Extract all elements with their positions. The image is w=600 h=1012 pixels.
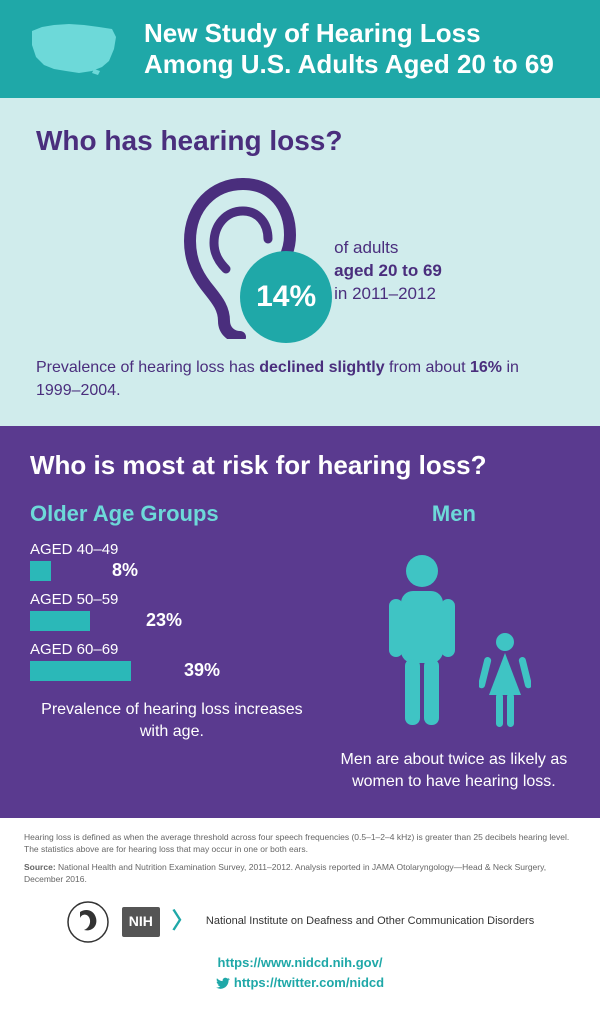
ear-graphic: 14% [158, 169, 318, 339]
men-column: Men Men are [338, 501, 570, 792]
bar-fill [30, 611, 90, 631]
bar-fill [30, 561, 51, 581]
bar-fill [30, 661, 131, 681]
older-age-title: Older Age Groups [30, 501, 314, 527]
website-link[interactable]: https://www.nidcd.nih.gov/ [24, 954, 576, 972]
footer-links: https://www.nidcd.nih.gov/ https://twitt… [24, 954, 576, 992]
bar-label: AGED 50–59 [30, 591, 314, 608]
bar-row: AGED 60–69 39% [30, 641, 314, 681]
decline-text: Prevalence of hearing loss has declined … [36, 357, 564, 402]
question-2: Who is most at risk for hearing loss? [30, 450, 570, 481]
twitter-link[interactable]: https://twitter.com/nidcd [24, 974, 576, 992]
bar-track: 8% [30, 561, 290, 581]
footer-source: Source: National Health and Nutrition Ex… [24, 862, 576, 886]
footer: Hearing loss is defined as when the aver… [0, 818, 600, 1012]
bar-percent: 23% [146, 610, 182, 631]
us-map-icon [24, 19, 124, 79]
woman-icon [479, 631, 531, 731]
stat-description: of adults aged 20 to 69 in 2011–2012 [334, 237, 442, 306]
question-1: Who has hearing loss? [36, 126, 564, 157]
hhs-seal-icon [66, 900, 110, 944]
ear-stat-row: 14% of adults aged 20 to 69 in 2011–2012 [36, 169, 564, 339]
stat-percent: 14% [256, 280, 316, 314]
bar-percent: 8% [112, 560, 138, 581]
footer-definition: Hearing loss is defined as when the aver… [24, 832, 576, 856]
bar-label: AGED 60–69 [30, 641, 314, 658]
bar-track: 23% [30, 611, 290, 631]
institute-name: National Institute on Deafness and Other… [206, 915, 534, 929]
men-caption: Men are about twice as likely as women t… [338, 749, 570, 792]
bar-label: AGED 40–49 [30, 541, 314, 558]
older-age-column: Older Age Groups AGED 40–49 8% AGED 50–59 2… [30, 501, 314, 792]
header: New Study of Hearing Loss Among U.S. Adu… [0, 0, 600, 98]
section-who-has: Who has hearing loss? 14% of adults aged… [0, 98, 600, 426]
age-caption: Prevalence of hearing loss increases wit… [30, 699, 314, 742]
stat-circle: 14% [240, 251, 332, 343]
header-title: New Study of Hearing Loss Among U.S. Adu… [144, 18, 576, 80]
bar-percent: 39% [184, 660, 220, 681]
bar-row: AGED 40–49 8% [30, 541, 314, 581]
nih-logo: NIH [122, 907, 160, 937]
footer-logos: NIH 〉 National Institute on Deafness and… [24, 900, 576, 944]
chevron-icon: 〉 [172, 906, 194, 937]
bar-track: 39% [30, 661, 290, 681]
section-at-risk: Who is most at risk for hearing loss? Ol… [0, 426, 600, 818]
bar-row: AGED 50–59 23% [30, 591, 314, 631]
people-graphic [338, 541, 570, 731]
men-title: Men [338, 501, 570, 527]
man-icon [377, 551, 467, 731]
twitter-icon [216, 976, 230, 990]
